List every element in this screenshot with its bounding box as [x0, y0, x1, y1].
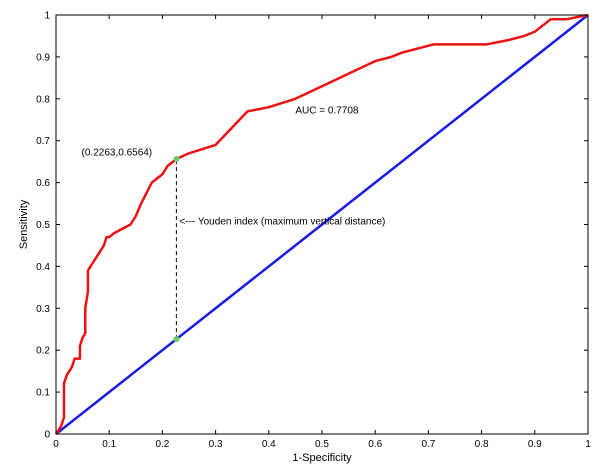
y-tick-label: 0.5: [36, 220, 50, 231]
y-tick-label: 0.4: [36, 262, 50, 273]
y-tick-label: 0.3: [36, 304, 50, 315]
y-tick-label: 0: [44, 430, 50, 441]
y-tick-label: 0.9: [36, 52, 50, 63]
y-tick-label: 0.6: [36, 178, 50, 189]
x-tick-label: 0.6: [368, 439, 382, 450]
roc-curve-line: [54, 13, 589, 435]
y-tick-label: 0.1: [36, 388, 50, 399]
x-tick-label: 1: [585, 439, 591, 450]
x-axis-label: 1-Specificity: [292, 452, 352, 464]
x-tick-label: 0.3: [209, 439, 223, 450]
optimal-point-label: (0.2263,0.6564): [82, 147, 153, 158]
x-tick-label: 0.1: [102, 439, 116, 450]
auc-label: AUC = 0.7708: [295, 105, 359, 116]
y-tick-label: 0.8: [36, 94, 50, 105]
y-tick-label: 0.7: [36, 136, 50, 147]
diagonal-point-marker: [173, 336, 180, 343]
optimal-point-marker: [173, 155, 180, 162]
x-tick-label: 0: [53, 439, 59, 450]
x-tick-label: 0.7: [421, 439, 435, 450]
x-tick-label: 0.4: [262, 439, 276, 450]
diagonal-reference-line: [55, 14, 589, 435]
plot-frame: [55, 14, 589, 435]
x-tick-label: 0.2: [155, 439, 169, 450]
x-ticks-group: 0 0.1 0.2 0.3 0.4 0.5 0.6 0.7 0.8 0.9 1: [53, 15, 591, 450]
x-tick-label: 0.9: [528, 439, 542, 450]
y-tick-label: 1: [44, 11, 50, 22]
y-ticks-group: 0 0.1 0.2 0.3 0.4 0.5 0.6 0.7 0.8 0.9 1: [36, 11, 588, 441]
x-tick-label: 0.5: [315, 439, 329, 450]
x-tick-label: 0.8: [475, 439, 489, 450]
y-axis-label: Sensitivity: [18, 199, 30, 249]
y-tick-label: 0.2: [36, 346, 50, 357]
youden-index-label: <--- Youden index (maximum vertical dist…: [179, 217, 385, 228]
